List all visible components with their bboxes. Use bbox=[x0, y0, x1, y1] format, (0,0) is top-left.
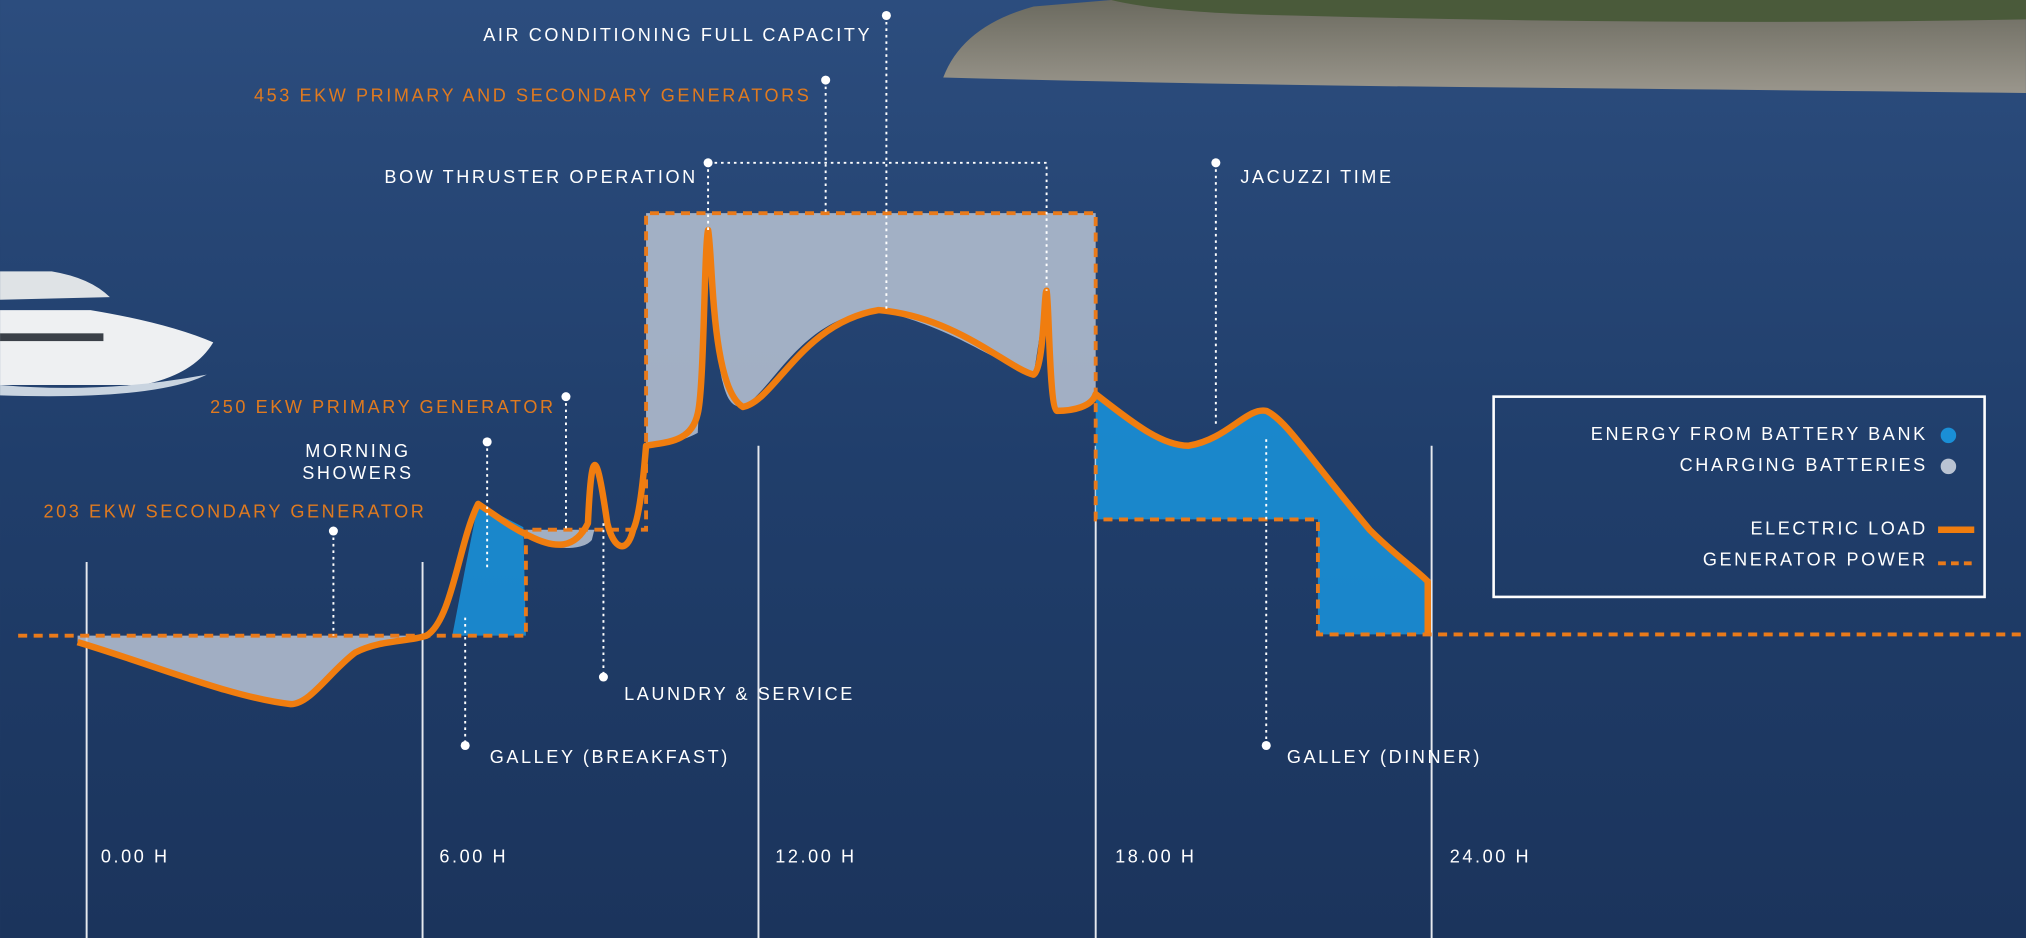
annotation: JACUZZI TIME bbox=[1240, 167, 1393, 187]
charging-areas bbox=[77, 213, 1096, 705]
annotation-leaders bbox=[328, 10, 1271, 751]
legend-label: CHARGING BATTERIES bbox=[1680, 455, 1928, 475]
annotation-generator: 453 EKW PRIMARY AND SECONDARY GENERATORS bbox=[254, 86, 811, 106]
annotation: LAUNDRY & SERVICE bbox=[624, 684, 855, 704]
annotation-generator: 250 EKW PRIMARY GENERATOR bbox=[210, 397, 556, 417]
time-label: 6.00 H bbox=[439, 847, 508, 867]
annotation-generator: 203 EKW SECONDARY GENERATOR bbox=[44, 502, 427, 522]
legend-label: ELECTRIC LOAD bbox=[1750, 519, 1927, 539]
time-label: 12.00 H bbox=[775, 847, 856, 867]
time-label: 0.00 H bbox=[101, 847, 170, 867]
time-label: 18.00 H bbox=[1115, 847, 1196, 867]
annotation: MORNING bbox=[305, 441, 410, 461]
time-label: 24.00 H bbox=[1450, 847, 1531, 867]
annotation: AIR CONDITIONING FULL CAPACITY bbox=[483, 25, 872, 45]
island bbox=[943, 0, 2026, 94]
legend: ENERGY FROM BATTERY BANK CHARGING BATTER… bbox=[1492, 395, 1986, 599]
battery-areas bbox=[452, 394, 1428, 636]
annotation: BOW THRUSTER OPERATION bbox=[384, 167, 697, 187]
island-vegetation bbox=[1111, 0, 2026, 22]
legend-label: GENERATOR POWER bbox=[1703, 550, 1928, 570]
legend-label: ENERGY FROM BATTERY BANK bbox=[1591, 424, 1928, 444]
yacht bbox=[0, 271, 214, 397]
annotation: GALLEY (DINNER) bbox=[1287, 747, 1482, 767]
annotation: GALLEY (BREAKFAST) bbox=[490, 747, 730, 767]
generator-power bbox=[18, 211, 2026, 638]
annotation: SHOWERS bbox=[302, 463, 414, 483]
electric-load bbox=[76, 226, 1431, 708]
